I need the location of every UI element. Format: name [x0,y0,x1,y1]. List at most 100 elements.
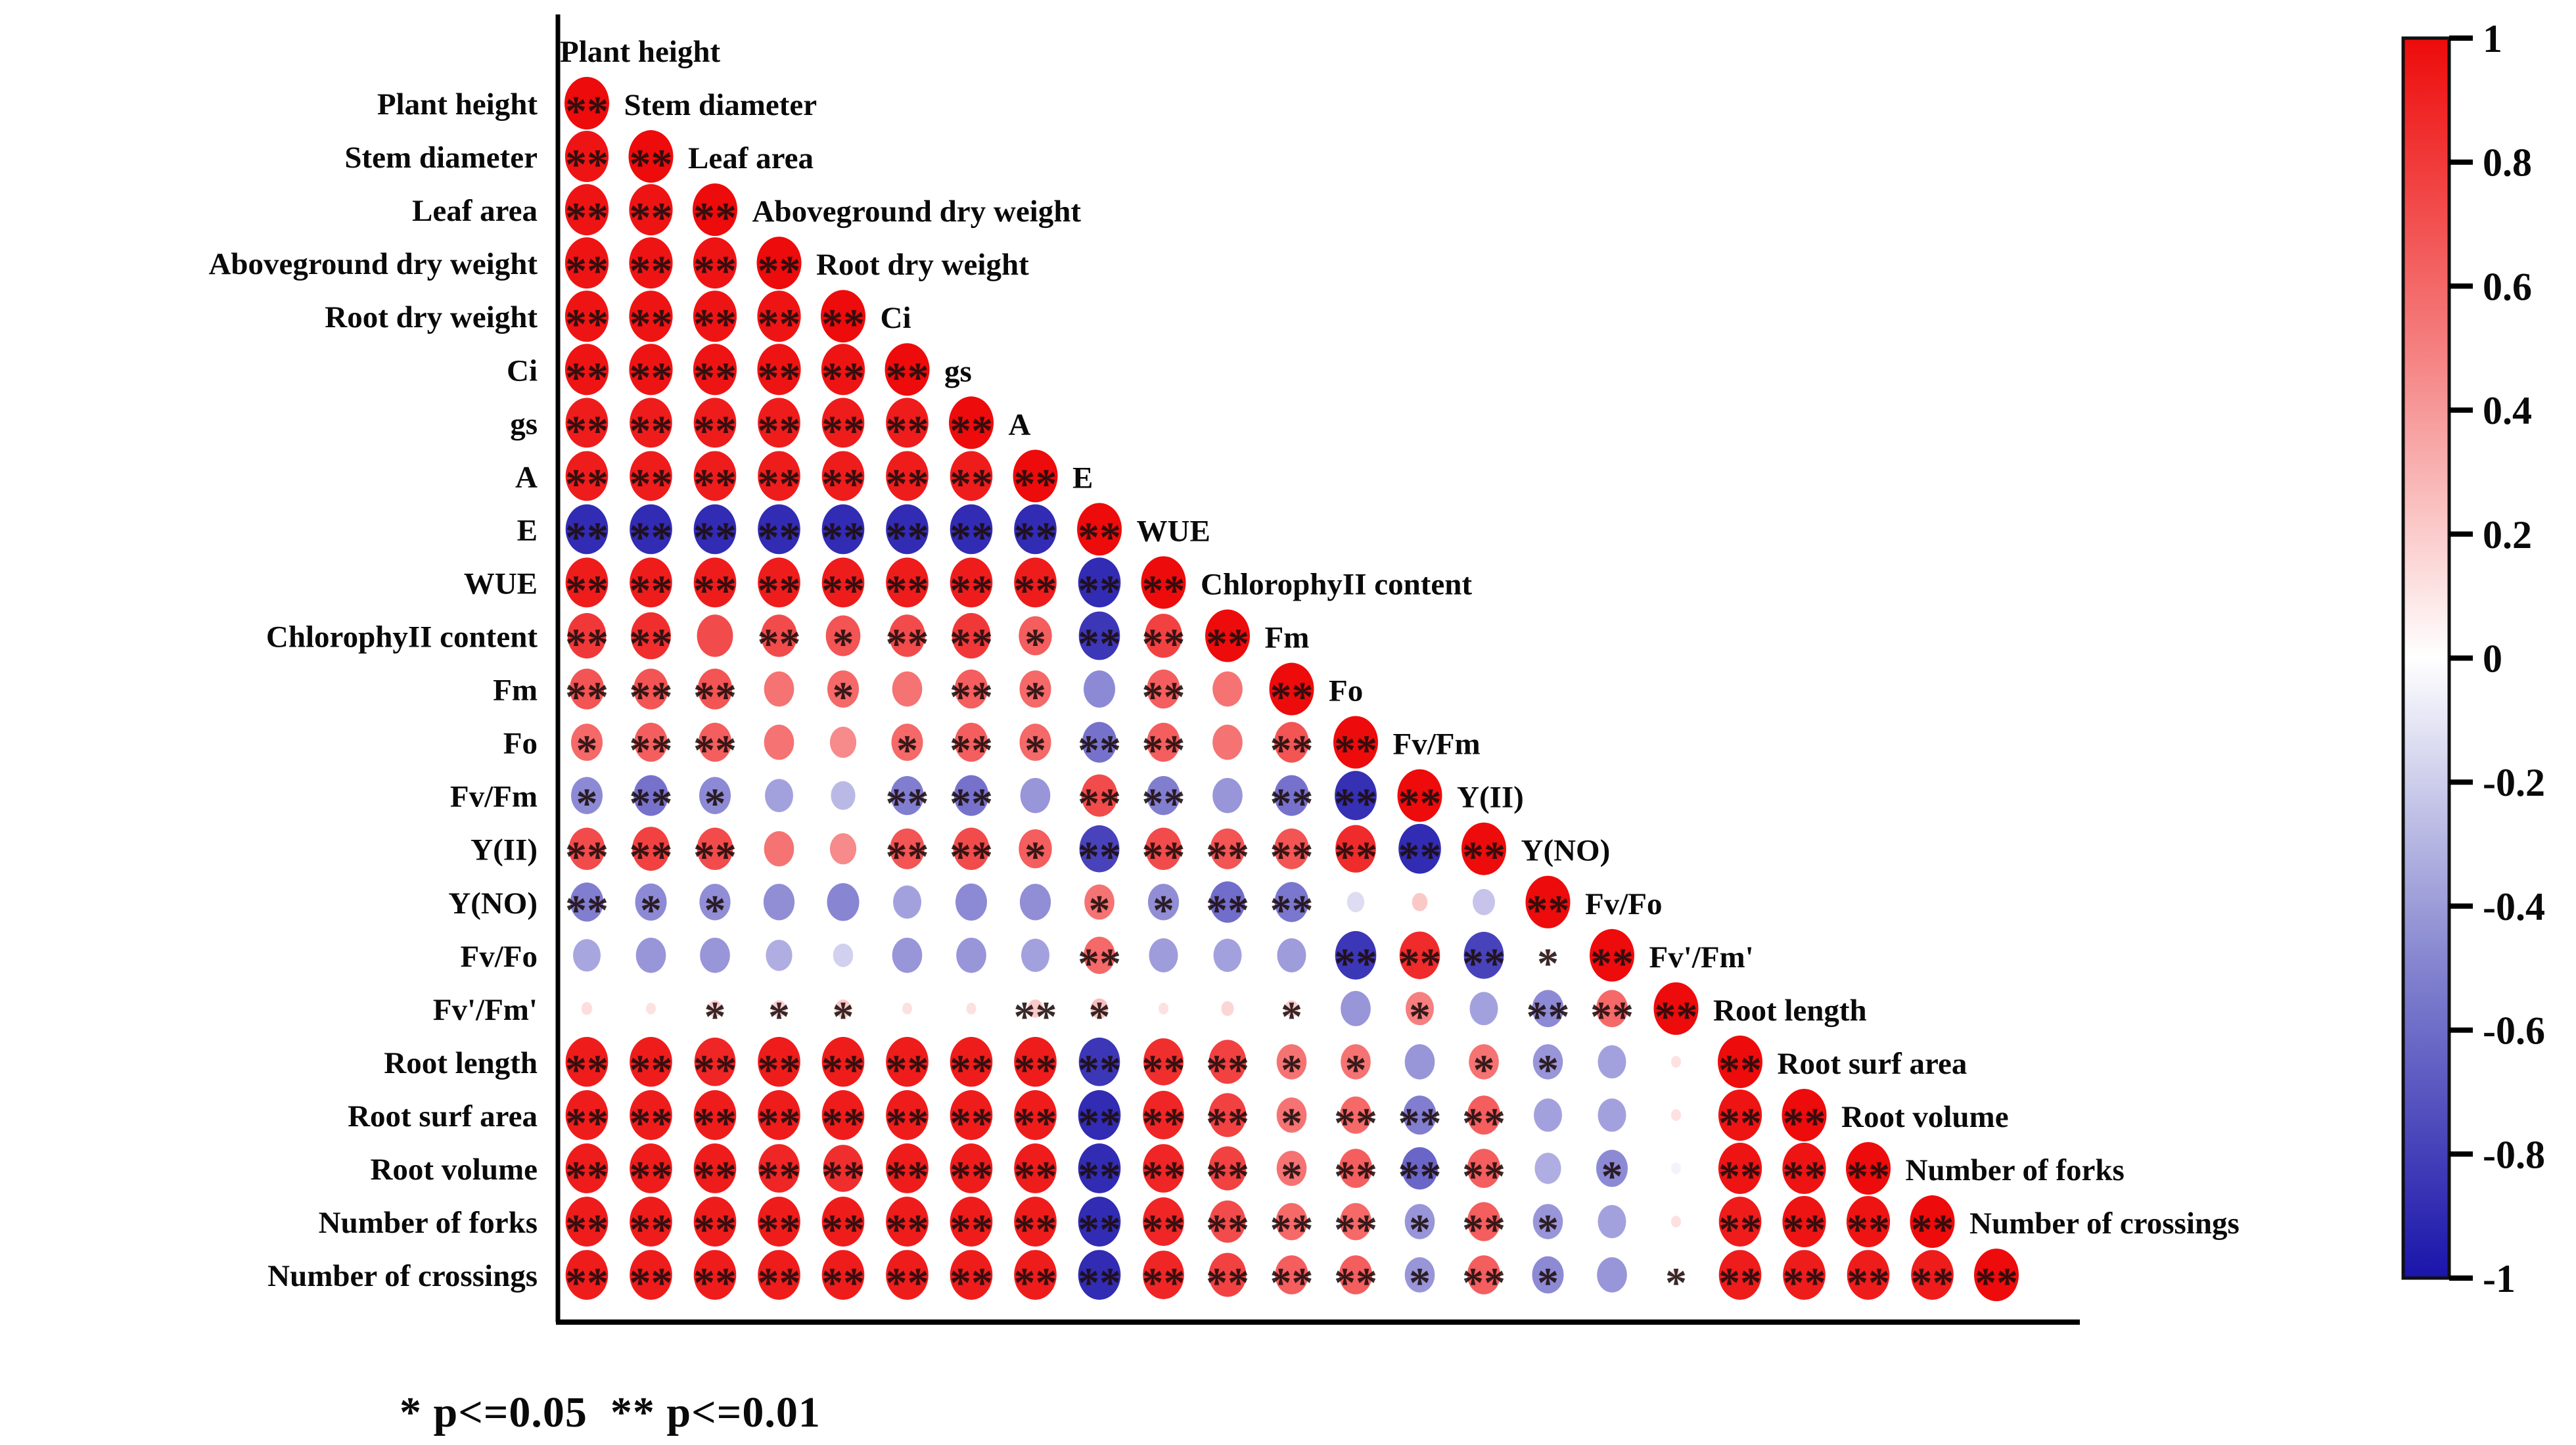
correlation-cell [1021,938,1049,973]
significance-stars: ** [565,833,609,881]
significance-stars: ** [565,620,609,668]
significance-stars: * [833,674,854,722]
labels: Plant height Stem diameter Leaf area Aboveg… [208,35,2239,1293]
significance-stars: * [1281,1046,1302,1094]
colorbar: 1 0.8 0.6 0.4 0.2 0 -0.2 -0.4 -0.6 -0.8 -1 [2401,17,2545,1300]
significance-stars: ** [758,1206,801,1254]
correlation-cell [1014,1090,1057,1140]
significance-stars: ** [1270,886,1314,934]
correlation-cell [693,237,737,289]
colorbar-tick-label: -1 [2483,1257,2516,1300]
diagonal-variable-label: A [1009,407,1031,442]
significance-stars: ** [565,407,609,455]
correlation-cell [885,343,930,396]
significance-stars: ** [630,1259,673,1307]
diagonal-variable-label: Fm [1265,621,1310,655]
correlation-cell [765,779,793,812]
significance-stars: * [1089,993,1111,1041]
correlation-cell [886,504,929,555]
correlation-cell [886,557,929,608]
correlation-cell [568,827,605,870]
significance-stars: ** [693,833,737,881]
correlation-cell [1274,882,1309,923]
correlation-cell [693,398,737,448]
significance-stars: ** [758,566,801,614]
row-label: Fm [493,674,538,708]
colorbar-tick-label: -0.2 [2483,761,2545,804]
correlation-cell [1670,1056,1682,1068]
significance-stars: ** [1078,1046,1121,1094]
correlation-cell [1077,503,1122,556]
significance-stars: * [640,886,662,934]
significance-stars: ** [1142,674,1185,722]
correlation-cell [831,781,856,810]
correlation-cell [886,1197,929,1247]
significance-stars: ** [1590,940,1634,988]
significance-stars: ** [693,1206,737,1254]
significance-stars: ** [693,460,737,508]
correlation-cell [1014,504,1057,555]
significance-stars: ** [693,1153,737,1201]
correlation-cell [950,1250,993,1300]
significance-stars: ** [950,566,993,614]
row-label: Fv'/Fm' [433,993,538,1027]
diagonal-variable-label: Fv/Fm [1393,727,1481,762]
significance-stars: ** [565,513,609,561]
correlation-cell [1275,1255,1308,1295]
correlation-cell [954,775,989,816]
correlation-cell [1276,1151,1307,1186]
correlation-cell [1782,1088,1827,1141]
significance-stars: ** [565,1099,609,1147]
significance-stars: ** [1334,780,1377,828]
significance-stars: ** [1014,1099,1057,1147]
correlation-cell [565,1143,609,1193]
correlation-cell [1212,671,1243,707]
significance-stars: ** [886,1206,929,1254]
correlation-cell [1596,1149,1628,1187]
significance-stars: ** [1206,1153,1249,1201]
significance-stars: ** [1718,1153,1762,1201]
correlation-cell [1269,662,1314,716]
significance-stars: ** [693,247,737,295]
correlation-cell [1084,670,1115,708]
diagonal-variable-label: Y(NO) [1521,834,1611,868]
correlation-cell [950,504,993,555]
significance-stars: ** [1014,1153,1057,1201]
significance-stars: ** [1142,780,1185,828]
significance-stars: ** [758,1099,801,1147]
significance-stars: ** [1462,940,1506,988]
significance-stars: ** [1718,1206,1762,1254]
correlation-cell [565,504,609,555]
significance-stars: ** [693,1099,737,1147]
significance-stars: * [1281,993,1302,1041]
correlation-cells: **** **** ** **** ** ** **** ** ** ** **** ** ** ** **… [564,77,2019,1307]
correlation-cell [693,290,737,342]
significance-stars: ** [1206,1206,1249,1254]
significance-stars: ** [1142,620,1185,668]
significance-stars: ** [1334,940,1377,988]
correlation-cell [758,504,800,555]
correlation-cell [1141,556,1186,609]
correlation-cell [564,344,609,396]
correlation-cell [823,1145,863,1192]
significance-stars: * [1024,727,1046,775]
correlation-cell [1718,1143,1762,1194]
correlation-cell [564,77,609,129]
correlation-cell [821,451,865,501]
significance-stars: ** [1142,1259,1185,1307]
significance-stars: * [1537,940,1559,988]
significance-stars: ** [758,407,801,455]
correlation-cell [567,612,607,659]
significance-stars: ** [1078,727,1121,775]
significance-stars: ** [630,141,673,189]
correlation-cell [573,939,601,972]
correlation-cell [764,831,794,867]
significance-stars: ** [821,1099,865,1147]
correlation-cell [1081,774,1118,817]
correlation-cell [693,451,737,501]
colorbar-tick-label: 0.2 [2483,513,2532,557]
correlation-cell [833,943,854,967]
significance-stars: ** [821,1206,865,1254]
significance-stars: ** [886,620,929,668]
correlation-cell [891,723,923,761]
